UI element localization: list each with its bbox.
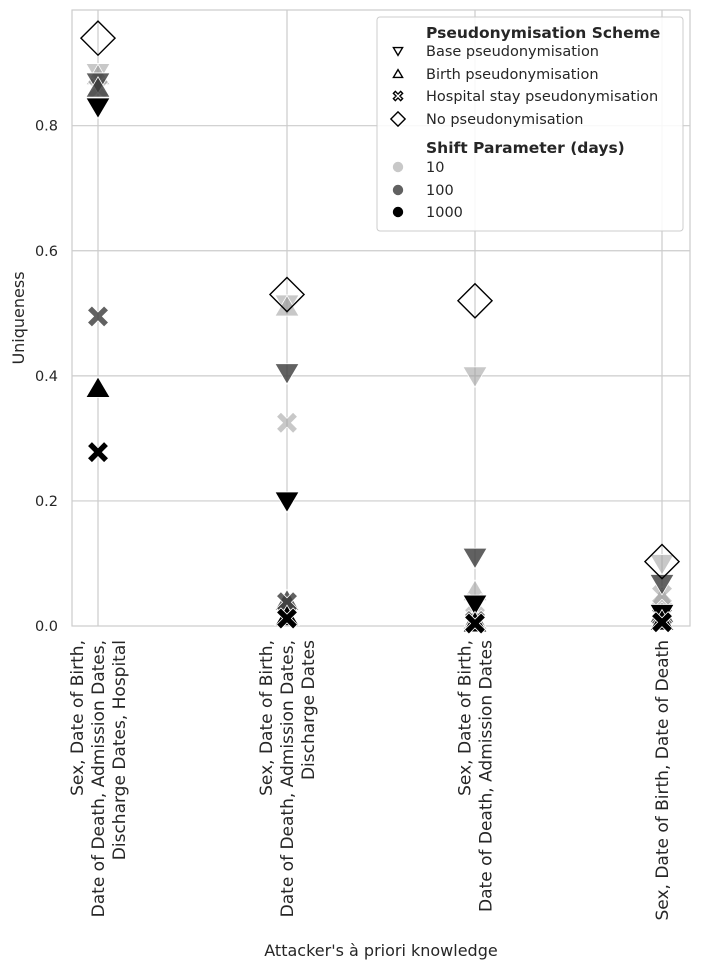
data-point-5 (85, 75, 111, 98)
data-point-6 (85, 376, 111, 398)
data-point-21 (462, 366, 488, 389)
x-tick-label-3: Sex, Date of Birth, Date of Death (653, 640, 673, 921)
data-point-30 (643, 543, 681, 580)
y-axis-label: Uniqueness (9, 271, 28, 364)
data-point-13 (274, 491, 300, 514)
y-tick-label-0: 0.0 (35, 619, 58, 635)
legend-shift-label-0: 10 (426, 160, 444, 176)
legend-scheme-label-2: Hospital stay pseudonymisation (426, 89, 658, 105)
x-axis-label: Attacker's à priori knowledge (264, 941, 497, 960)
legend-scheme-title: Pseudonymisation Scheme (426, 24, 660, 42)
x-tick-label-2-line-0: Sex, Date of Birth, (456, 640, 476, 796)
data-point-17 (275, 411, 299, 434)
legend-scheme-marker-1 (392, 68, 404, 79)
data-point-31 (649, 554, 675, 576)
legend-box (376, 16, 684, 232)
data-point-32 (649, 574, 675, 596)
x-tick-label-1-line-1: Date of Death, Admission Dates, (278, 640, 298, 917)
legend-items: Base pseudonymisation Birth pseudonymisat… (389, 44, 658, 221)
legend-scheme-label-1: Birth pseudonymisation (426, 67, 599, 83)
legend-scheme-marker-3 (389, 110, 407, 128)
data-point-12 (274, 363, 300, 385)
x-tick-label-1-line-2: Discharge Dates (299, 640, 319, 780)
data-point-19 (275, 607, 299, 630)
data-point-3 (85, 97, 111, 120)
y-tick-label-3: 0.6 (35, 244, 58, 260)
legend-shift-marker-1 (392, 184, 404, 196)
x-tick-label-0-line-1: Date of Death, Admission Dates, (89, 640, 109, 917)
x-tick-label-1-line-0: Sex, Date of Birth, (257, 640, 277, 796)
legend-shift-label-1: 100 (426, 183, 454, 199)
data-point-8 (86, 305, 110, 328)
legend-shift-label-2: 1000 (426, 205, 463, 221)
data-point-22 (462, 547, 488, 570)
y-tick-label-2: 0.4 (35, 369, 58, 385)
legend: Pseudonymisation Scheme Shift Parameter … (376, 16, 684, 232)
legend-scheme-marker-2 (392, 90, 404, 102)
y-axis-ticks: 0.0 0.2 0.4 0.6 0.8 (35, 119, 58, 635)
legend-shift-marker-0 (392, 161, 404, 173)
y-tick-label-1: 0.2 (35, 494, 58, 510)
data-point-20 (456, 282, 494, 319)
legend-shift-marker-2 (392, 206, 404, 218)
data-point-23 (462, 594, 488, 617)
data-point-0 (79, 20, 117, 57)
x-tick-label-1: Sex, Date of Birth,Date of Death, Admiss… (257, 640, 319, 917)
y-tick-label-4: 0.8 (35, 119, 58, 135)
x-tick-label-2-line-1: Date of Death, Admission Dates (477, 640, 497, 912)
x-tick-label-0-line-0: Sex, Date of Birth, (68, 640, 88, 796)
data-point-29 (463, 612, 487, 635)
legend-scheme-marker-0 (392, 46, 404, 57)
data-point-9 (86, 441, 110, 464)
x-axis-ticks: Sex, Date of Birth,Date of Death, Admiss… (68, 640, 673, 921)
x-tick-label-0-line-2: Discharge Dates, Hospital (110, 640, 130, 860)
data-points (79, 20, 681, 635)
x-tick-label-2: Sex, Date of Birth,Date of Death, Admiss… (456, 640, 497, 912)
x-tick-label-3-line-0: Sex, Date of Birth, Date of Death (653, 640, 673, 921)
data-point-39 (650, 611, 674, 634)
legend-scheme-label-3: No pseudonymisation (426, 112, 583, 128)
data-point-10 (268, 276, 306, 313)
legend-scheme-label-0: Base pseudonymisation (426, 44, 599, 60)
legend-shift-title: Shift Parameter (days) (426, 139, 625, 157)
x-tick-label-0: Sex, Date of Birth,Date of Death, Admiss… (68, 640, 130, 917)
